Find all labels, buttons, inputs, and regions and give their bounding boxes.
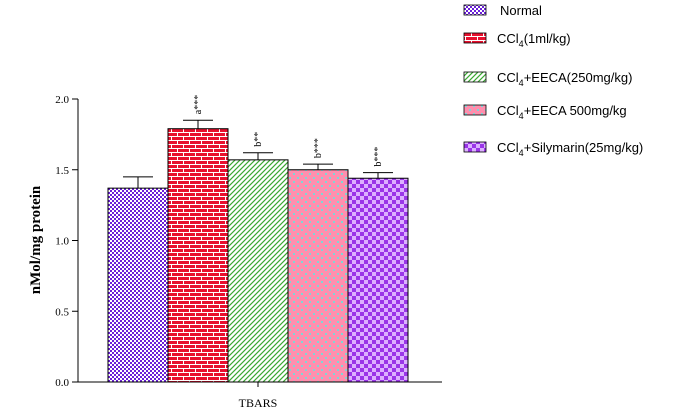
legend-swatch-0 [463,4,487,16]
y-tick-label: 1.0 [55,236,69,248]
bar-0 [107,187,169,383]
significance-label-3: b*** [313,138,324,158]
significance-label-2: b** [253,132,264,147]
y-tick-label: 0.0 [55,377,69,389]
bar-1 [167,128,229,383]
error-bars-group [123,119,393,189]
significance-label-4: b*** [373,147,384,167]
legend-swatch-3 [463,104,487,116]
bars-group [107,128,409,383]
legend-swatch-1 [463,32,487,44]
bar-4 [347,177,409,383]
y-tick-label: 2.0 [55,94,69,106]
legend-swatch-2 [463,71,487,83]
bar-2 [227,159,289,383]
y-tick-label: 0.5 [55,306,69,318]
legend-label-2: CCl4+EECA(250mg/kg) [497,70,632,88]
legend: Normal CCl4(1ml/kg) CCl4+EECA(250mg/kg) CCl… [463,3,643,158]
legend-label-1: CCl4(1ml/kg) [497,31,571,49]
significance-label-1: a*** [193,95,204,114]
legend-label-4: CCl4+Silymarin(25mg/kg) [497,140,643,158]
legend-label-0: Normal [500,3,542,18]
bar-3 [287,169,349,383]
significance-labels-group: a*** b** b*** b*** [193,95,384,167]
y-axis-label: nMol/mg protein [28,185,44,294]
legend-swatch-4 [463,141,487,153]
y-tick-label: 1.5 [55,165,69,177]
x-category-label: TBARS [239,396,278,410]
legend-label-3: CCl4+EECA 500mg/kg [497,103,627,121]
y-axis-ticks: 0.0 0.5 1.0 1.5 2.0 [55,94,78,389]
